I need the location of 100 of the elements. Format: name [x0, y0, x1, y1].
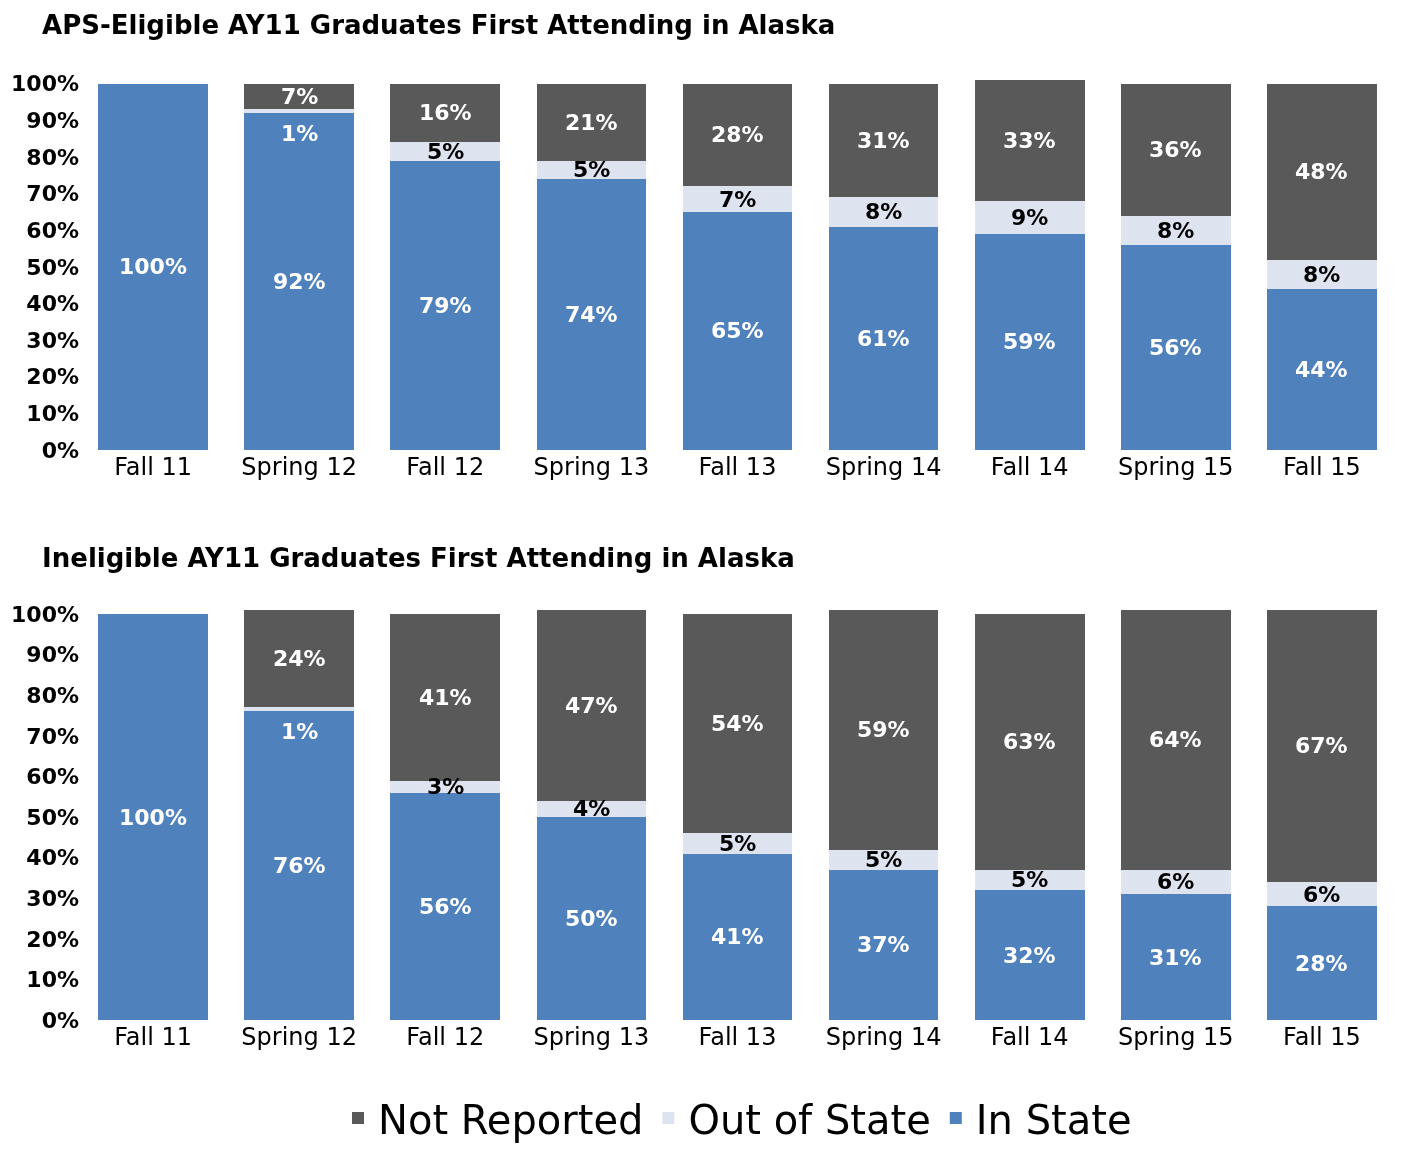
bar	[828, 197, 939, 227]
bar	[1267, 610, 1377, 882]
y-tick-label: 70%	[26, 723, 79, 749]
legend-label: Not Reported	[378, 1096, 644, 1143]
bar	[828, 610, 939, 850]
data-label: 63%	[1003, 729, 1056, 754]
y-tick-label: 80%	[26, 682, 79, 708]
data-label: 8%	[1303, 262, 1341, 287]
bar	[682, 186, 793, 212]
bar	[390, 160, 501, 450]
y-tick-label: 50%	[26, 804, 79, 830]
bar	[1121, 610, 1231, 870]
data-label: 3%	[427, 774, 465, 799]
data-label: 59%	[1003, 329, 1056, 354]
bar	[536, 817, 647, 1020]
data-label: 6%	[1303, 882, 1341, 907]
data-label: 47%	[565, 693, 618, 718]
bar	[974, 233, 1085, 450]
x-tick-label: Spring 12	[241, 453, 357, 481]
data-label: 8%	[1157, 218, 1195, 243]
bar	[682, 211, 793, 450]
bar	[244, 707, 354, 712]
y-tick-label: 60%	[26, 217, 79, 243]
x-tick-label: Spring 14	[825, 453, 942, 481]
bar	[98, 614, 208, 1020]
y-tick-label: 40%	[26, 845, 79, 871]
data-label: 79%	[419, 293, 472, 318]
y-tick-label: 30%	[26, 885, 79, 911]
data-label: 5%	[573, 157, 611, 182]
data-label: 1%	[281, 719, 319, 744]
x-tick-label: Fall 11	[114, 453, 192, 481]
bar	[828, 83, 939, 198]
data-label: 92%	[273, 269, 326, 294]
bar	[1121, 894, 1231, 1020]
data-label: 33%	[1003, 128, 1056, 153]
data-label: 41%	[711, 924, 764, 949]
bar	[1121, 244, 1231, 450]
data-label: 28%	[1295, 951, 1348, 976]
data-label: 16%	[419, 100, 472, 125]
x-tick-label: Fall 14	[990, 453, 1069, 481]
data-label: 61%	[857, 326, 910, 351]
y-tick-label: 70%	[26, 181, 79, 207]
legend-label: Out of State	[688, 1096, 931, 1143]
data-label: 48%	[1295, 159, 1348, 184]
y-tick-label: 10%	[26, 967, 79, 993]
x-tick-label: Fall 13	[698, 453, 777, 481]
x-tick-label: Spring 15	[1118, 1023, 1234, 1051]
data-label: 65%	[711, 318, 764, 343]
bar	[536, 178, 647, 450]
data-label: 28%	[711, 122, 764, 147]
y-tick-label: 20%	[26, 926, 79, 952]
x-tick-label: Fall 13	[698, 1023, 777, 1051]
data-label: 56%	[1149, 335, 1202, 360]
data-label: 32%	[1003, 943, 1056, 968]
data-label: 9%	[1011, 205, 1049, 230]
y-tick-label: 30%	[26, 327, 79, 353]
data-label: 59%	[857, 717, 910, 742]
x-tick-label: Fall 15	[1283, 1023, 1361, 1051]
data-label: 7%	[719, 187, 757, 212]
y-tick-label: 100%	[11, 601, 79, 627]
data-label: 56%	[419, 894, 472, 919]
x-tick-label: Fall 14	[990, 1023, 1069, 1051]
bar	[244, 711, 354, 1020]
bar	[1267, 288, 1377, 450]
x-tick-label: Spring 13	[533, 1023, 650, 1051]
data-label: 7%	[281, 84, 319, 109]
bar	[536, 83, 647, 161]
y-tick-label: 50%	[26, 254, 79, 280]
y-tick-label: 10%	[26, 401, 79, 427]
data-label: 31%	[857, 128, 910, 153]
legend-label: In State	[975, 1096, 1132, 1143]
x-tick-label: Fall 11	[114, 1023, 192, 1051]
data-label: 44%	[1295, 357, 1348, 382]
bar	[390, 792, 501, 1020]
bar	[682, 83, 793, 187]
data-label: 74%	[565, 302, 618, 327]
bar	[1267, 906, 1377, 1020]
data-label: 54%	[711, 711, 764, 736]
data-label: 64%	[1149, 727, 1202, 752]
y-tick-label: 0%	[41, 437, 79, 463]
x-tick-label: Spring 12	[241, 1023, 357, 1051]
x-tick-label: Spring 15	[1118, 453, 1234, 481]
y-tick-label: 100%	[11, 71, 79, 97]
bar	[974, 890, 1085, 1020]
data-label: 31%	[1149, 945, 1202, 970]
bar	[1121, 83, 1231, 216]
x-tick-label: Spring 13	[533, 453, 650, 481]
data-label: 76%	[273, 853, 326, 878]
bar	[828, 226, 939, 450]
data-label: 67%	[1295, 733, 1348, 758]
bar	[390, 83, 501, 143]
x-tick-label: Spring 14	[825, 1023, 942, 1051]
x-tick-label: Fall 12	[406, 1023, 485, 1051]
chart-title: APS-Eligible AY11 Graduates First Attending in Alaska	[42, 10, 836, 41]
bar	[98, 83, 208, 450]
data-label: 5%	[427, 139, 465, 164]
data-label: 37%	[857, 932, 910, 957]
bar	[974, 614, 1085, 870]
bar	[974, 80, 1085, 201]
bar	[1267, 83, 1377, 260]
